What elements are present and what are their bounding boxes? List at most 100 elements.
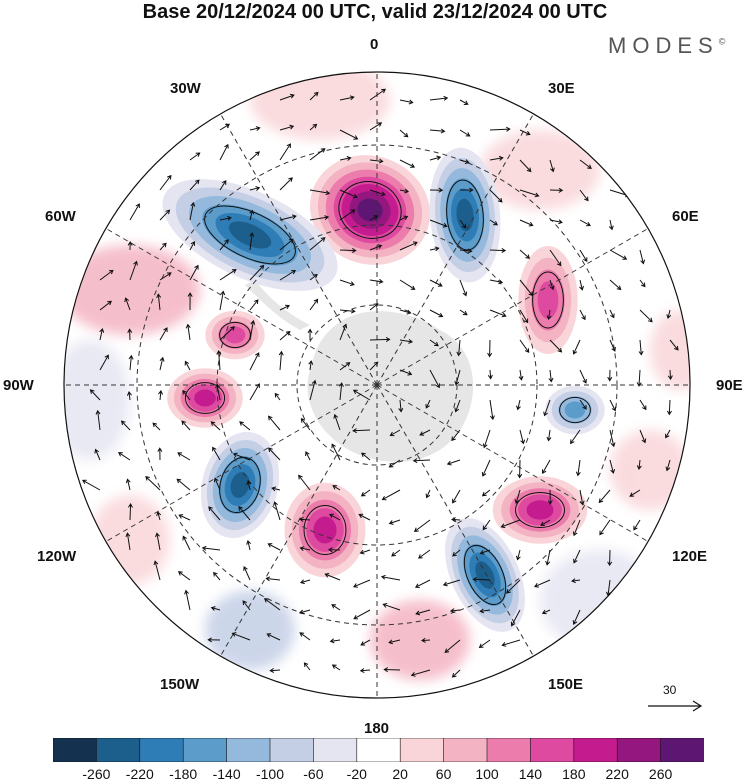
wind-arrow [299,632,311,641]
wind-arrow [399,129,409,138]
wind-arrow [459,219,467,229]
wind-arrow [353,579,371,588]
wind-arrow [339,247,357,253]
lon-label-150w: 150W [160,676,200,693]
wind-arrow [299,579,311,585]
colorbar-swatch [356,738,401,762]
lon-label-0: 0 [370,36,379,53]
lon-label-30w: 30W [170,80,201,97]
wind-arrow [534,579,551,588]
wind-arrow [459,99,469,105]
wind-arrow [608,219,614,231]
wind-arrow [279,124,295,131]
wind-arrow [579,159,592,169]
wind-arrow [442,579,461,587]
wind-arrow [519,339,530,353]
wind-arrow [609,339,616,352]
wind-arrow [207,637,221,643]
wind-arrow [519,429,526,445]
colorbar-label: 60 [435,766,452,782]
wind-arrow [267,543,281,551]
wind-arrow [380,574,401,581]
wind-arrow [279,143,291,161]
wind-arrow [579,489,585,506]
wind-arrow [309,298,319,311]
wind-arrow [459,129,471,137]
wind-arrow [339,209,356,221]
wind-arrow [639,309,653,323]
wind-arrow [189,152,201,161]
wind-arrow [359,668,371,674]
wind-arrow [489,189,503,203]
colorbar-swatch [660,738,704,762]
wind-arrow [478,639,491,648]
lon-label-90w: 90W [3,377,34,394]
wind-arrow [579,249,588,263]
wind-arrow [213,571,221,581]
wind-arrow [279,269,297,281]
wind-arrow [369,361,379,371]
wind-arrow [99,269,114,281]
colorbar-swatch [616,738,662,762]
wind-arrow [573,549,581,564]
wind-arrow [219,215,232,221]
wind-arrow [665,429,671,439]
wind-arrow [459,159,470,165]
wind-arrow [460,187,474,193]
wind-arrow [309,123,318,131]
wind-arrow [383,667,401,673]
wind-arrow [429,339,439,347]
wind-arrow [339,323,348,341]
wind-arrow [459,279,468,297]
wind-arrow [489,126,511,132]
wind-arrow [269,667,281,673]
wind-arrow [273,501,281,521]
wind-arrow [572,519,581,537]
wind-arrow [481,459,491,477]
wind-arrow [412,458,431,464]
wind-arrow [506,579,521,594]
wind-arrow [546,429,552,442]
anomaly-positive [518,246,578,354]
wind-arrow [279,304,290,311]
wind-arrow [329,638,341,644]
wind-arrow [429,95,449,101]
wind-arrow [429,279,443,287]
wind-arrow [125,478,131,491]
wind-arrow [158,389,164,401]
colorbar-swatch [269,738,315,762]
wind-arrow [549,339,563,353]
colorbar-label: -60 [303,766,324,782]
wind-arrow [607,549,613,567]
colorbar-label: -180 [169,766,198,782]
wind-arrow [570,429,581,445]
anomaly-positive [284,482,366,578]
wind-arrow [399,279,416,290]
wind-arrow [271,486,281,492]
wind-arrow [279,330,291,341]
wind-arrow [249,209,255,221]
wind-arrow [177,452,191,461]
wind-arrow [516,399,521,411]
wind-arrow [249,299,259,311]
wind-arrow [127,503,133,521]
wind-arrow [633,519,641,531]
wind-arrow [339,279,355,286]
wind-arrow [501,639,521,647]
wind-arrow [300,417,311,431]
wind-arrow [189,264,199,281]
wind-arrow [129,203,140,221]
wind-arrow [517,459,523,479]
wind-arrow [369,88,387,101]
wind-arrow [176,478,191,491]
colorbar-swatch [53,738,98,762]
wind-arrow [339,156,352,161]
anomaly-positive [310,155,430,265]
wind-arrow [129,260,138,281]
wind-arrow [549,279,555,291]
wind-arrow [609,429,616,448]
colorbar-label: 140 [518,766,543,782]
wind-arrow [303,662,311,671]
wind-arrow [429,128,446,134]
wind-arrow [182,390,191,401]
